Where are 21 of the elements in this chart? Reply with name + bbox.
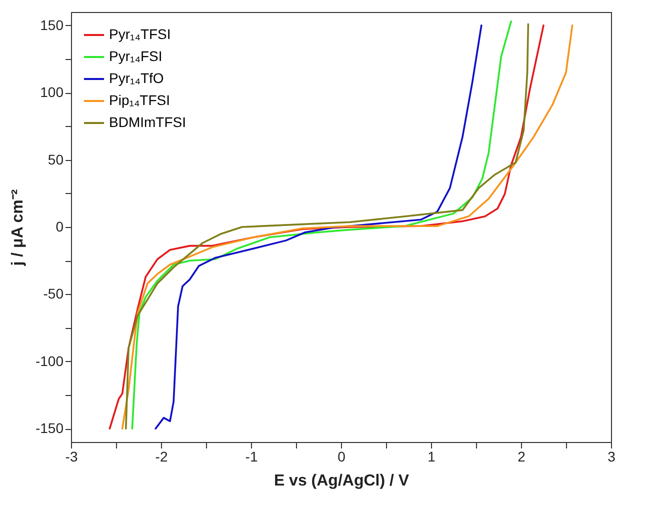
x-axis-title: E vs (Ag/AgCl) / V xyxy=(274,472,410,490)
y-tick-label: 50 xyxy=(48,151,64,168)
y-tick-label: 100 xyxy=(40,84,64,100)
y-tick-label: -100 xyxy=(35,352,64,369)
legend-label: Pyr₁₄TfO xyxy=(109,70,164,86)
x-tick-label: 3 xyxy=(608,448,616,464)
legend-label: BDMImTFSI xyxy=(109,114,186,130)
legend-label: Pyr₁₄TFSI xyxy=(109,26,171,42)
y-tick-label: 150 xyxy=(40,16,64,33)
y-tick-label: -150 xyxy=(35,420,64,436)
x-tick-label: 1 xyxy=(428,448,436,464)
x-tick-label: -2 xyxy=(155,448,168,464)
legend-label: Pyr₁₄FSI xyxy=(109,48,162,64)
x-tick-label: -1 xyxy=(245,448,258,464)
x-tick-label: -3 xyxy=(65,448,78,464)
y-tick-label: -50 xyxy=(43,286,64,302)
y-tick-label: 0 xyxy=(56,218,64,234)
legend-label: Pip₁₄TFSI xyxy=(109,92,170,108)
y-axis-title: j / μA cm⁻² xyxy=(9,189,26,267)
x-tick-label: 0 xyxy=(338,448,346,464)
x-tick-label: 2 xyxy=(518,448,526,464)
